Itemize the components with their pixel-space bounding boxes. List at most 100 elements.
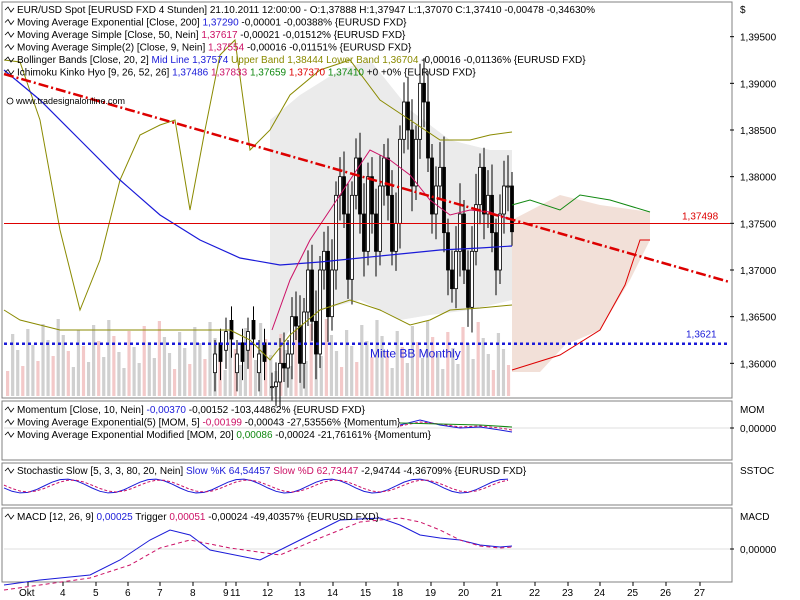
- legend-part: -0,00024 -21,76161% {Momentum}: [273, 430, 432, 441]
- candle-body: [257, 353, 261, 374]
- volume-bar: [486, 354, 490, 396]
- candle-body: [240, 342, 245, 362]
- volume-bar: [436, 353, 440, 396]
- candle-body: [290, 316, 294, 355]
- legend-part: -0,00021 -0,01512% {EURUSD FXD}: [238, 30, 407, 41]
- candle-body: [430, 157, 434, 215]
- candle-body: [302, 311, 306, 364]
- macd-trigger-line: [3, 517, 513, 591]
- price-tick-label: 1,38500: [740, 126, 777, 137]
- legend-part: Moving Average Simple [Close, 50, Nein]: [17, 30, 201, 41]
- x-tick-label: 4: [60, 588, 66, 599]
- bollinger-upper-line: [3, 38, 513, 312]
- candle-body: [482, 166, 486, 215]
- candle-body: [486, 194, 490, 215]
- volume-bar: [476, 322, 480, 396]
- x-tick-label: 12: [262, 588, 274, 599]
- legend-part: Ichimoku Kinko Hyo [9, 26, 52, 26]: [17, 68, 172, 79]
- x-tick-label: 11: [230, 588, 241, 599]
- main-legend-row: Ichimoku Kinko Hyo [9, 26, 52, 26] 1,374…: [17, 68, 476, 79]
- price-tick-label: 1,36000: [740, 359, 777, 370]
- volume-bar: [157, 321, 161, 396]
- volume-bar: [420, 358, 425, 396]
- volume-bar: [451, 348, 455, 396]
- volume-bar: [122, 368, 126, 396]
- legend-part: Mid Line 1,37574: [152, 55, 229, 66]
- legend-part: Momentum [Close, 10, Nein]: [17, 405, 147, 416]
- momentum-legend-row: Moving Average Exponential Modified [MOM…: [17, 430, 432, 441]
- volume-bar: [441, 369, 445, 396]
- legend-part: Slow %D 62,73447: [271, 466, 359, 477]
- momentum-panel-frame: [1, 400, 733, 461]
- candle-body: [478, 166, 482, 206]
- volume-bar: [471, 359, 475, 396]
- volume-bar: [152, 358, 156, 396]
- legend-part: Moving Average Exponential Modified [MOM…: [17, 430, 236, 441]
- x-tick-label: 8: [190, 588, 196, 599]
- volume-bar: [395, 331, 399, 396]
- x-tick-label: 20: [458, 588, 470, 599]
- volume-bar: [334, 351, 339, 396]
- volume-bar: [481, 338, 485, 396]
- price-level-label: 1,37498: [682, 212, 719, 223]
- ichimoku-cloud: [512, 195, 650, 372]
- volume-bar: [405, 363, 409, 396]
- candle-body: [326, 250, 330, 318]
- macd-legend-row: MACD [12, 26, 9] 0,00025 Trigger 0,00051…: [17, 512, 380, 523]
- x-tick-label: 18: [392, 588, 404, 599]
- candle-body: [510, 185, 514, 233]
- volume-bar: [299, 345, 303, 396]
- legend-part: +0 +0% {EURUSD FXD}: [364, 68, 476, 79]
- line-icon: [4, 467, 15, 474]
- candle-body: [422, 82, 426, 103]
- candle-body: [282, 362, 286, 369]
- candle-body: [438, 166, 442, 187]
- price-tick-label: 1,36500: [740, 313, 777, 324]
- main-legend-row: Moving Average Simple [Close, 50, Nein] …: [17, 30, 406, 41]
- volume-bar: [238, 365, 242, 396]
- candle-body: [502, 185, 506, 215]
- volume-bar: [188, 364, 192, 396]
- legend-part: -0,00016 -0,01136% {EURUSD FXD}: [418, 55, 586, 66]
- legend-part: -0,00001 -0,00388% {EURUSD FXD}: [239, 18, 408, 29]
- momentum-zero-tick: 0,00000: [740, 424, 777, 435]
- legend-part: 0,00025: [96, 512, 133, 523]
- volume-bar: [243, 328, 248, 396]
- volume-bar: [345, 330, 349, 396]
- candle-body: [366, 176, 370, 252]
- volume-bar: [466, 343, 470, 396]
- main-legend-row: Moving Average Simple(2) [Close, 9, Nein…: [17, 43, 412, 54]
- macd-panel-frame: [1, 507, 733, 583]
- line-icon: [4, 43, 15, 51]
- candle-body: [426, 101, 430, 159]
- candle-body: [306, 269, 310, 313]
- legend-part: Upper Band 1,38444 Lower Band 1,36704: [228, 55, 419, 66]
- volume-bar: [81, 346, 86, 396]
- volume-bar: [410, 326, 414, 396]
- legend-part: 1,37617: [201, 30, 238, 41]
- candle-body: [374, 213, 378, 252]
- volume-bar: [431, 337, 435, 396]
- candle-body: [286, 353, 290, 369]
- price-tick-label: 1,37500: [740, 219, 777, 230]
- candle-body: [418, 82, 422, 140]
- line-icon: [4, 406, 15, 413]
- candle-body: [224, 331, 228, 351]
- legend-part: 1,37833: [208, 68, 247, 79]
- legend-part: Bollinger Bands [Close, 20, 2]: [17, 55, 152, 66]
- candle-body: [362, 213, 366, 252]
- volume-bar: [425, 321, 430, 396]
- candle-body: [378, 185, 382, 252]
- legend-part: 1,37370: [286, 68, 325, 79]
- line-icon: [4, 31, 15, 38]
- volume-bar: [506, 365, 511, 396]
- price-tick-label: 1,38000: [740, 173, 777, 184]
- price-tick-label: 1,39500: [740, 33, 777, 44]
- legend-part: 0,00086: [236, 430, 273, 441]
- momentum-legend-row: Momentum [Close, 10, Nein] -0,00370 -0,0…: [17, 405, 366, 416]
- macd-zero-tick: 0,00000: [740, 545, 777, 556]
- volume-bar: [294, 329, 298, 396]
- volume-bar: [21, 366, 25, 396]
- x-tick-label: 24: [594, 588, 606, 599]
- volume-bar: [51, 356, 55, 396]
